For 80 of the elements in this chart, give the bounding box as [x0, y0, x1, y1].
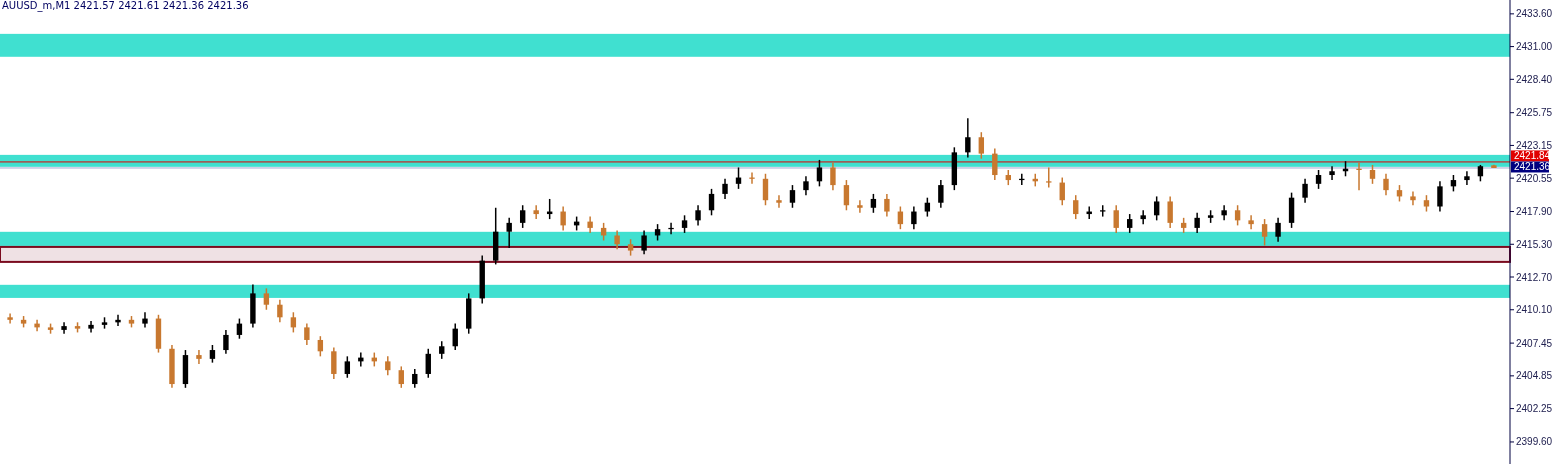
- candlestick: [290, 311, 297, 334]
- candlestick: [722, 178, 728, 200]
- y-tick-label: 2402.25: [1516, 403, 1553, 415]
- candlestick: [277, 298, 283, 324]
- candlestick: [843, 179, 850, 212]
- candlestick: [938, 179, 944, 209]
- candlestick: [317, 335, 324, 358]
- y-tick-label: 2428.40: [1516, 73, 1553, 85]
- candlestick: [776, 194, 782, 209]
- candlestick: [1464, 170, 1470, 186]
- candlestick: [196, 349, 202, 365]
- y-tick-label: 2431.00: [1516, 41, 1553, 53]
- candlestick: [978, 131, 985, 160]
- y-tick-label: 2423.15: [1516, 139, 1553, 151]
- candlestick: [816, 159, 823, 188]
- candlestick: [1315, 169, 1322, 190]
- candlestick: [34, 319, 40, 332]
- candlestick: [412, 368, 418, 389]
- candlestick: [614, 229, 620, 251]
- candlestick: [304, 322, 310, 346]
- candlestick: [857, 199, 863, 214]
- candlestick: [385, 355, 391, 376]
- candlestick: [641, 229, 647, 256]
- y-tick-label: 2404.85: [1516, 370, 1553, 382]
- candlestick: [884, 193, 890, 218]
- candlestick: [1046, 166, 1052, 189]
- candlestick: [924, 196, 931, 218]
- candlestick: [1127, 213, 1133, 234]
- candlestick: [708, 188, 715, 217]
- candlestick: [803, 175, 809, 196]
- candlestick: [1113, 204, 1119, 234]
- candlestick: [1437, 180, 1443, 213]
- ref-line-label: 2421.36: [1514, 161, 1551, 173]
- candlestick: [331, 346, 337, 380]
- candlestick: [965, 117, 971, 159]
- candlestick: [560, 205, 566, 232]
- candlestick: [263, 287, 270, 311]
- y-tick-label: 2412.70: [1516, 271, 1553, 283]
- y-tick-label: 2407.45: [1516, 337, 1553, 349]
- candlestick: [870, 193, 877, 214]
- candlestick: [1248, 214, 1254, 230]
- candlestick: [911, 205, 917, 230]
- candlestick: [1369, 164, 1376, 185]
- y-tick-label: 2433.60: [1516, 8, 1553, 20]
- candlestick: [61, 321, 67, 335]
- candlestick: [1167, 195, 1173, 229]
- candlestick: [358, 351, 364, 368]
- candlestick: [425, 348, 431, 379]
- candlestick: [223, 329, 229, 355]
- y-tick-label: 2415.30: [1516, 238, 1553, 250]
- candlestick: [1329, 165, 1335, 181]
- y-tick-label: 2417.90: [1516, 206, 1553, 218]
- candlestick: [398, 365, 404, 389]
- y-tick-label: 2410.10: [1516, 304, 1553, 316]
- candlestick: [1383, 173, 1389, 196]
- candlestick: [992, 147, 998, 181]
- y-tick-label: 2425.75: [1516, 107, 1553, 119]
- candlestick: [1302, 178, 1308, 204]
- candlestick: [1275, 217, 1281, 243]
- ref-line-label: 2421.84: [1514, 150, 1551, 162]
- candlestick: [1410, 190, 1416, 206]
- candlestick: [789, 184, 796, 209]
- candlestick: [762, 173, 769, 206]
- chart-title: AUUSD_m,M1 2421.57 2421.61 2421.36 2421.36: [2, 0, 249, 12]
- candlestick: [1140, 209, 1146, 225]
- candlestick: [830, 161, 836, 191]
- candlestick: [1073, 194, 1079, 220]
- candlestick: [1153, 195, 1160, 222]
- candlestick: [695, 204, 701, 227]
- candlestick: [1194, 212, 1200, 234]
- candlestick: [506, 217, 512, 249]
- y-tick-label: 2399.60: [1516, 436, 1553, 448]
- candlestick: [344, 355, 351, 379]
- y-tick-label: 2420.55: [1516, 172, 1553, 184]
- candlestick: [7, 312, 13, 325]
- candlestick: [1234, 204, 1241, 227]
- candlestick: [519, 204, 526, 229]
- candlestick: [533, 204, 539, 220]
- candlestick: [236, 317, 243, 340]
- candlestick: [1261, 218, 1268, 247]
